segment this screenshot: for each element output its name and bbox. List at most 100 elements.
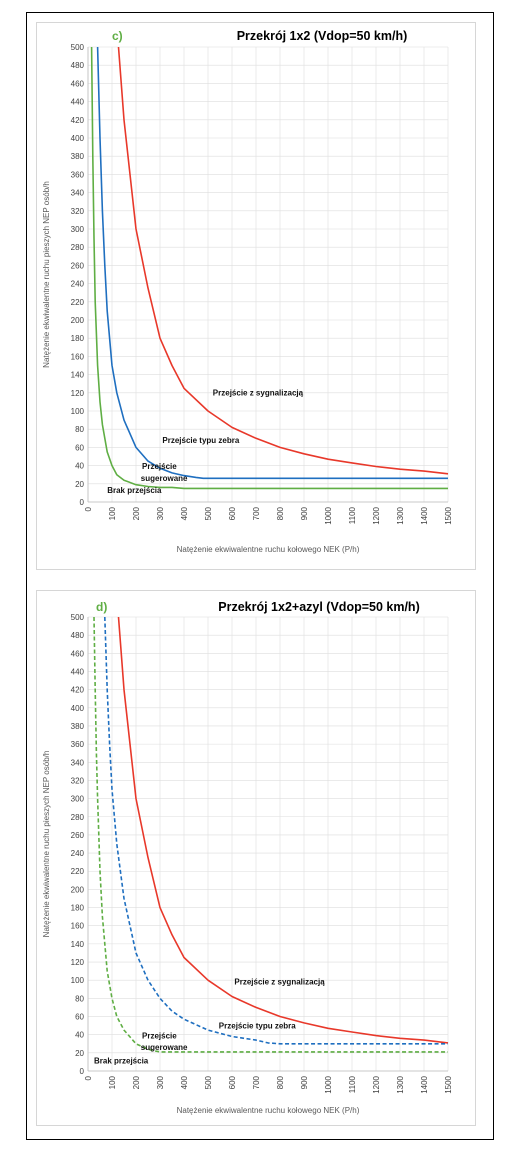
y-tick-label: 320 [71, 207, 85, 216]
x-tick-label: 200 [132, 506, 141, 520]
y-tick-label: 20 [75, 1049, 84, 1058]
x-tick-label: 900 [300, 1075, 309, 1089]
curve-annotation: sugerowane [141, 474, 188, 483]
y-tick-label: 420 [71, 686, 85, 695]
y-tick-label: 500 [71, 43, 85, 52]
curve-annotation: Przejście z sygnalizacją [234, 978, 325, 987]
chart-title: Przekrój 1x2+azyl (Vdop=50 km/h) [218, 600, 419, 614]
y-tick-label: 380 [71, 152, 85, 161]
series-line-1 [96, 46, 448, 480]
chart-panel-c: 0 20 40 60 80 100 120 140 160 180 200 220 240 260 280 3… [36, 22, 476, 570]
y-tick-label: 480 [71, 631, 85, 640]
x-tick-label: 100 [108, 1075, 117, 1089]
y-tick-label: 40 [75, 462, 84, 471]
y-tick-label: 40 [75, 1031, 84, 1040]
y-tick-label: 120 [71, 389, 85, 398]
y-tick-label: 300 [71, 795, 85, 804]
x-tick-label: 300 [156, 506, 165, 520]
y-tick-label: 260 [71, 831, 85, 840]
chart-panel-d: 0 20 40 60 80 100 120 140 160 180 200 220 240 260 280 3… [36, 590, 476, 1126]
x-tick-label: 1500 [444, 1075, 453, 1093]
curve-annotation: Przejście z sygnalizacją [213, 389, 304, 398]
y-tick-label: 180 [71, 904, 85, 913]
x-axis-label: Natężenie ekwiwalentne ruchu kołowego NE… [177, 1106, 360, 1115]
series-line-0 [117, 616, 449, 1044]
x-tick-label: 0 [84, 506, 93, 511]
x-tick-label: 1000 [324, 506, 333, 524]
y-tick-label: 380 [71, 722, 85, 731]
x-tick-label: 1400 [420, 506, 429, 524]
y-tick-label: 200 [71, 885, 85, 894]
y-tick-label: 200 [71, 316, 85, 325]
y-tick-label: 140 [71, 371, 85, 380]
series-line-2 [90, 46, 448, 490]
x-tick-label: 600 [228, 506, 237, 520]
x-tick-label: 200 [132, 1075, 141, 1089]
x-tick-label: 400 [180, 1075, 189, 1089]
y-tick-label: 240 [71, 849, 85, 858]
y-tick-label: 400 [71, 134, 85, 143]
y-tick-label: 440 [71, 98, 85, 107]
x-tick-label: 800 [276, 506, 285, 520]
panel-letter: c) [112, 29, 123, 43]
y-tick-label: 420 [71, 116, 85, 125]
chart-d-svg: 0 20 40 60 80 100 120 140 160 180 200 220 240 260 280 3… [42, 600, 453, 1115]
y-tick-label: 20 [75, 480, 84, 489]
x-tick-label: 500 [204, 1075, 213, 1089]
x-tick-label: 800 [276, 1075, 285, 1089]
y-tick-label: 480 [71, 61, 85, 70]
curve-annotation: Przejście [142, 1031, 177, 1040]
y-tick-label: 0 [80, 498, 85, 507]
y-tick-label: 320 [71, 776, 85, 785]
x-tick-label: 100 [108, 506, 117, 520]
y-tick-label: 500 [71, 613, 85, 622]
y-tick-label: 260 [71, 261, 85, 270]
y-tick-label: 80 [75, 425, 84, 434]
x-tick-label: 1300 [396, 506, 405, 524]
curve-annotation: Brak przejścia [107, 486, 162, 495]
series-line-0 [117, 46, 449, 475]
y-tick-label: 440 [71, 667, 85, 676]
y-tick-label: 300 [71, 225, 85, 234]
y-tick-label: 120 [71, 958, 85, 967]
y-tick-label: 400 [71, 704, 85, 713]
y-axis-label: Natężenie ekwiwalentne ruchu pieszych NE… [42, 751, 51, 938]
y-tick-label: 60 [75, 1013, 84, 1022]
x-axis-label: Natężenie ekwiwalentne ruchu kołowego NE… [177, 545, 360, 554]
x-tick-label: 900 [300, 506, 309, 520]
curve-annotation: Brak przejścia [94, 1057, 149, 1066]
y-tick-label: 100 [71, 976, 85, 985]
y-tick-label: 280 [71, 243, 85, 252]
y-tick-label: 220 [71, 867, 85, 876]
x-tick-label: 1000 [324, 1075, 333, 1093]
panel-letter: d) [96, 600, 107, 614]
y-tick-label: 280 [71, 813, 85, 822]
y-tick-label: 220 [71, 298, 85, 307]
y-tick-label: 340 [71, 758, 85, 767]
y-tick-label: 180 [71, 334, 85, 343]
chart-c-svg: 0 20 40 60 80 100 120 140 160 180 200 220 240 260 280 3… [42, 29, 453, 554]
curve-annotation: Przejście [142, 462, 177, 471]
y-tick-label: 0 [80, 1067, 85, 1076]
x-tick-label: 300 [156, 1075, 165, 1089]
y-tick-label: 160 [71, 922, 85, 931]
y-tick-label: 240 [71, 280, 85, 289]
curve-annotation: Przejście typu zebra [219, 1021, 296, 1030]
x-tick-label: 1200 [372, 506, 381, 524]
y-tick-label: 460 [71, 79, 85, 88]
x-tick-label: 1100 [348, 1075, 357, 1093]
x-tick-label: 1500 [444, 506, 453, 524]
y-tick-label: 360 [71, 740, 85, 749]
y-tick-label: 360 [71, 170, 85, 179]
x-tick-label: 700 [252, 1075, 261, 1089]
curve-annotation: Przejście typu zebra [162, 436, 239, 445]
x-tick-label: 1100 [348, 506, 357, 524]
series-line-2 [93, 616, 448, 1053]
y-tick-label: 60 [75, 443, 84, 452]
x-tick-label: 1300 [396, 1075, 405, 1093]
y-tick-label: 340 [71, 189, 85, 198]
curve-annotation: sugerowane [141, 1043, 188, 1052]
y-tick-label: 100 [71, 407, 85, 416]
x-tick-label: 600 [228, 1075, 237, 1089]
x-tick-label: 1400 [420, 1075, 429, 1093]
